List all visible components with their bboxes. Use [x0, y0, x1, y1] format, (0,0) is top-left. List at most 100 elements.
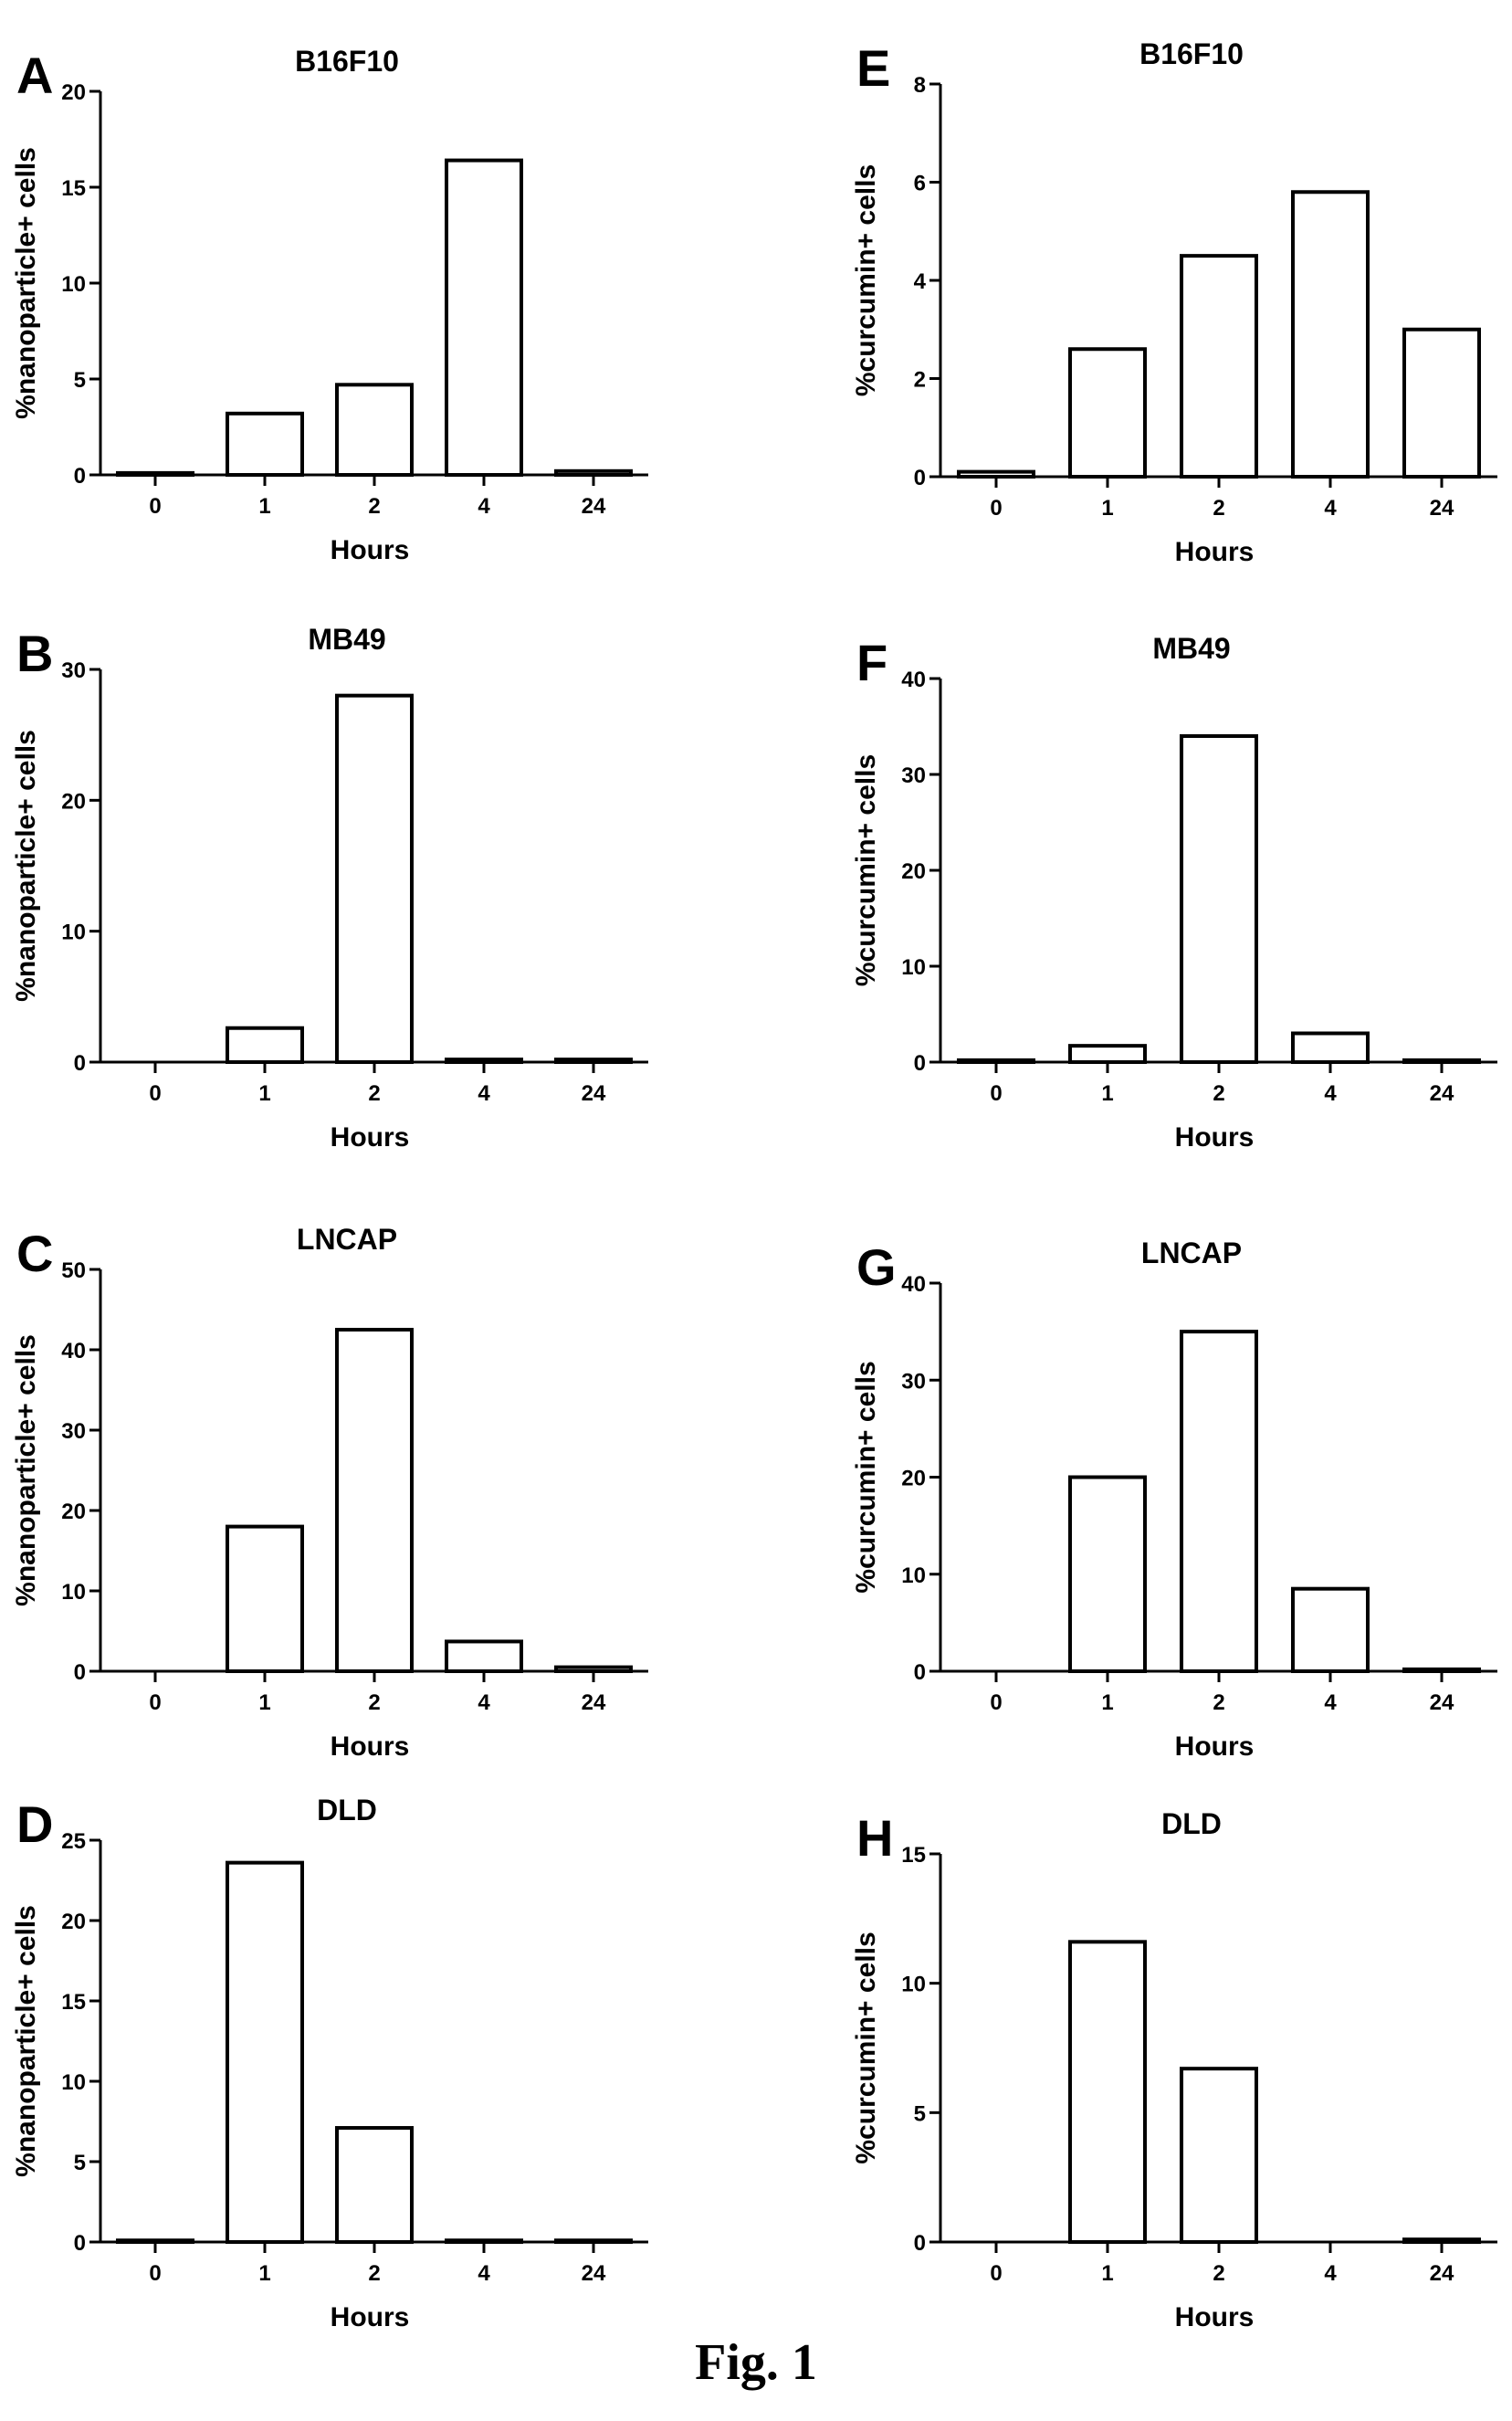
bar: [554, 1058, 633, 1064]
x-tick-label: 2: [1213, 2261, 1224, 2286]
bar: [1068, 1044, 1147, 1065]
x-tick-label: 1: [1101, 496, 1113, 521]
bar: [445, 1639, 523, 1673]
chart-title: LNCAP: [1141, 1237, 1242, 1269]
y-axis-label: %curcumin+ cells: [851, 164, 881, 396]
y-axis-label: %nanoparticle+ cells: [11, 730, 41, 1002]
y-tick-label: 5: [74, 2151, 86, 2175]
y-axis-label: %curcumin+ cells: [851, 1932, 881, 2163]
bar: [445, 158, 523, 477]
bar: [335, 2126, 414, 2245]
chart-title: MB49: [308, 623, 385, 656]
bar: [1068, 347, 1147, 479]
y-tick-label: 40: [901, 1272, 926, 1297]
bar: [1402, 327, 1481, 479]
bar: [1180, 2067, 1258, 2245]
panel-letter: C: [16, 1225, 53, 1282]
figure-caption: Fig. 1: [695, 2334, 817, 2391]
bar: [226, 1860, 304, 2244]
panel-letter: A: [16, 47, 53, 104]
y-tick-label: 4: [914, 269, 927, 294]
x-tick-label: 4: [478, 1081, 490, 1106]
bar: [1068, 1940, 1147, 2244]
x-tick-label: 1: [1101, 2261, 1113, 2286]
bar: [1180, 254, 1258, 479]
y-tick-label: 15: [61, 176, 86, 201]
bar: [1291, 1031, 1370, 1064]
y-tick-label: 50: [61, 1258, 86, 1283]
x-tick-label: 0: [149, 494, 161, 519]
y-tick-label: 0: [74, 1660, 86, 1685]
chart-title: B16F10: [1139, 37, 1244, 70]
x-tick-label: 4: [478, 2261, 490, 2286]
y-axis-label: %curcumin+ cells: [851, 754, 881, 986]
y-axis-label: %nanoparticle+ cells: [11, 1334, 41, 1606]
y-tick-label: 25: [61, 1829, 86, 1854]
x-tick-label: 1: [1101, 1081, 1113, 1106]
x-tick-label: 1: [258, 1081, 270, 1106]
bar: [226, 1524, 304, 1673]
y-tick-label: 10: [61, 921, 86, 945]
y-axis-label: %nanoparticle+ cells: [11, 147, 41, 419]
bar: [554, 468, 633, 477]
x-tick-label: 24: [1430, 1690, 1454, 1715]
bar: [116, 470, 194, 478]
x-tick-label: 0: [990, 496, 1002, 521]
y-tick-label: 15: [61, 1990, 86, 2015]
x-tick-label: 0: [990, 2261, 1002, 2286]
x-tick-label: 2: [368, 1690, 380, 1715]
y-tick-label: 10: [61, 272, 86, 297]
x-tick-label: 2: [368, 1081, 380, 1106]
x-tick-label: 0: [149, 1081, 161, 1106]
bar: [1402, 1667, 1481, 1673]
x-tick-label: 2: [368, 2261, 380, 2286]
x-tick-label: 24: [1430, 496, 1454, 521]
x-axis-label: Hours: [1175, 1122, 1255, 1153]
x-tick-label: 2: [368, 494, 380, 519]
x-axis-label: Hours: [1175, 1732, 1255, 1762]
x-tick-label: 4: [1324, 1690, 1337, 1715]
y-tick-label: 5: [914, 2101, 926, 2126]
x-axis-label: Hours: [331, 1122, 410, 1153]
y-tick-label: 0: [74, 1051, 86, 1076]
bar: [1402, 1058, 1481, 1065]
y-tick-label: 20: [61, 1910, 86, 1934]
y-tick-label: 0: [74, 2231, 86, 2256]
x-tick-label: 2: [1213, 1690, 1224, 1715]
y-tick-label: 40: [61, 1339, 86, 1363]
x-axis-label: Hours: [331, 1732, 410, 1762]
x-tick-label: 24: [582, 2261, 606, 2286]
x-tick-label: 4: [1324, 1081, 1337, 1106]
bar: [226, 1026, 304, 1064]
bar: [445, 2238, 523, 2244]
y-tick-label: 30: [901, 763, 926, 788]
x-tick-label: 4: [478, 494, 490, 519]
bar: [445, 1058, 523, 1064]
bar: [1180, 734, 1258, 1064]
bar: [554, 2238, 633, 2244]
x-tick-label: 1: [1101, 1690, 1113, 1715]
chart-title: LNCAP: [297, 1223, 397, 1256]
bar: [1291, 190, 1370, 479]
x-tick-label: 2: [1213, 496, 1224, 521]
y-tick-label: 6: [914, 172, 926, 196]
y-tick-label: 20: [901, 859, 926, 884]
panel-letter: B: [16, 625, 53, 682]
bar: [957, 1058, 1035, 1065]
bar: [226, 411, 304, 477]
y-tick-label: 15: [901, 1843, 926, 1868]
x-tick-label: 0: [990, 1690, 1002, 1715]
bar: [335, 1328, 414, 1673]
y-axis-label: %nanoparticle+ cells: [11, 1905, 41, 2177]
x-axis-label: Hours: [331, 2302, 410, 2332]
y-tick-label: 20: [901, 1467, 926, 1491]
y-tick-label: 30: [901, 1369, 926, 1394]
y-tick-label: 0: [914, 1051, 926, 1076]
bar: [957, 469, 1035, 479]
bar: [1291, 1586, 1370, 1673]
